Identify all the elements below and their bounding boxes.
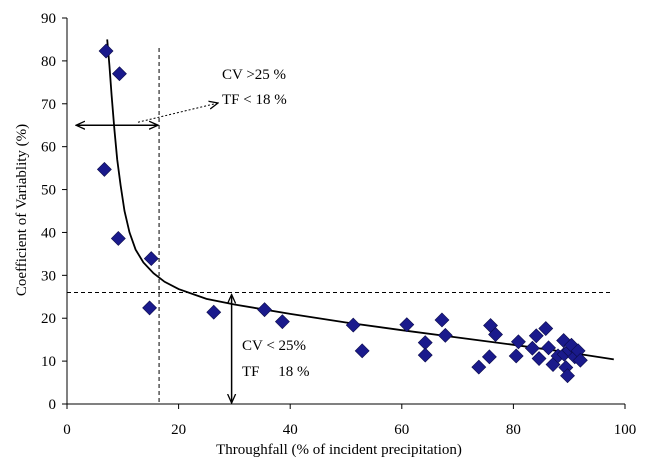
fitted-curve [106, 39, 614, 361]
axes [62, 17, 626, 409]
data-point [143, 251, 159, 267]
data-point [110, 231, 126, 246]
annotation-arrows [76, 103, 232, 403]
x-tick-label: 60 [394, 422, 409, 438]
x-axis-title: Throughfall (% of incident precipitation… [216, 442, 462, 458]
y-tick-label: 40 [41, 225, 56, 241]
y-tick-label: 90 [41, 11, 56, 27]
data-point [142, 300, 158, 316]
x-tick-label: 20 [171, 422, 186, 438]
data-point [560, 368, 575, 384]
data-point [508, 348, 524, 364]
data-point [488, 327, 503, 342]
x-tick-labels: 0 20 40 60 80 100 [63, 422, 636, 438]
x-tick-label: 100 [614, 422, 637, 438]
y-tick-label: 30 [41, 268, 56, 284]
data-point [528, 328, 544, 344]
reference-lines [67, 48, 610, 404]
y-tick-label: 60 [41, 140, 56, 156]
data-point [112, 66, 127, 82]
data-point [399, 317, 415, 333]
data-point [345, 317, 361, 333]
data-point [524, 340, 540, 356]
data-point [510, 334, 526, 350]
x-tick-label: 40 [283, 422, 298, 438]
data-point [531, 351, 547, 366]
y-tick-label: 0 [49, 397, 57, 413]
data-point [206, 304, 222, 320]
upper-label-pointer [137, 103, 218, 123]
data-point [96, 161, 112, 177]
data-point [98, 43, 114, 59]
annotation-lower-tf: TF 18 % [242, 364, 310, 380]
data-point [257, 302, 272, 318]
data-point [538, 321, 554, 336]
annotation-upper-cv: CV >25 % [222, 67, 286, 83]
data-point [437, 327, 453, 343]
data-point [274, 314, 290, 330]
data-point [481, 349, 497, 365]
y-tick-label: 70 [41, 97, 56, 113]
data-point [572, 352, 588, 368]
data-point [354, 343, 370, 359]
annotation-upper-tf: TF < 18 % [222, 92, 287, 108]
x-tick-label: 80 [506, 422, 521, 438]
data-point [417, 347, 433, 363]
data-point [541, 340, 556, 356]
y-tick-label: 10 [41, 354, 56, 370]
y-axis-title: Coefficient of Variablity (%) [14, 124, 30, 296]
annotation-lower-cv: CV < 25% [242, 338, 306, 354]
y-tick-label: 80 [41, 54, 56, 70]
data-point [471, 359, 487, 375]
data-point [434, 312, 450, 328]
x-tick-label: 0 [63, 422, 71, 438]
y-tick-labels: 0 10 20 30 40 50 60 70 80 90 [41, 11, 56, 413]
data-point [417, 335, 433, 351]
data-points [96, 43, 588, 384]
y-tick-label: 50 [41, 183, 56, 199]
y-tick-label: 20 [41, 311, 56, 327]
